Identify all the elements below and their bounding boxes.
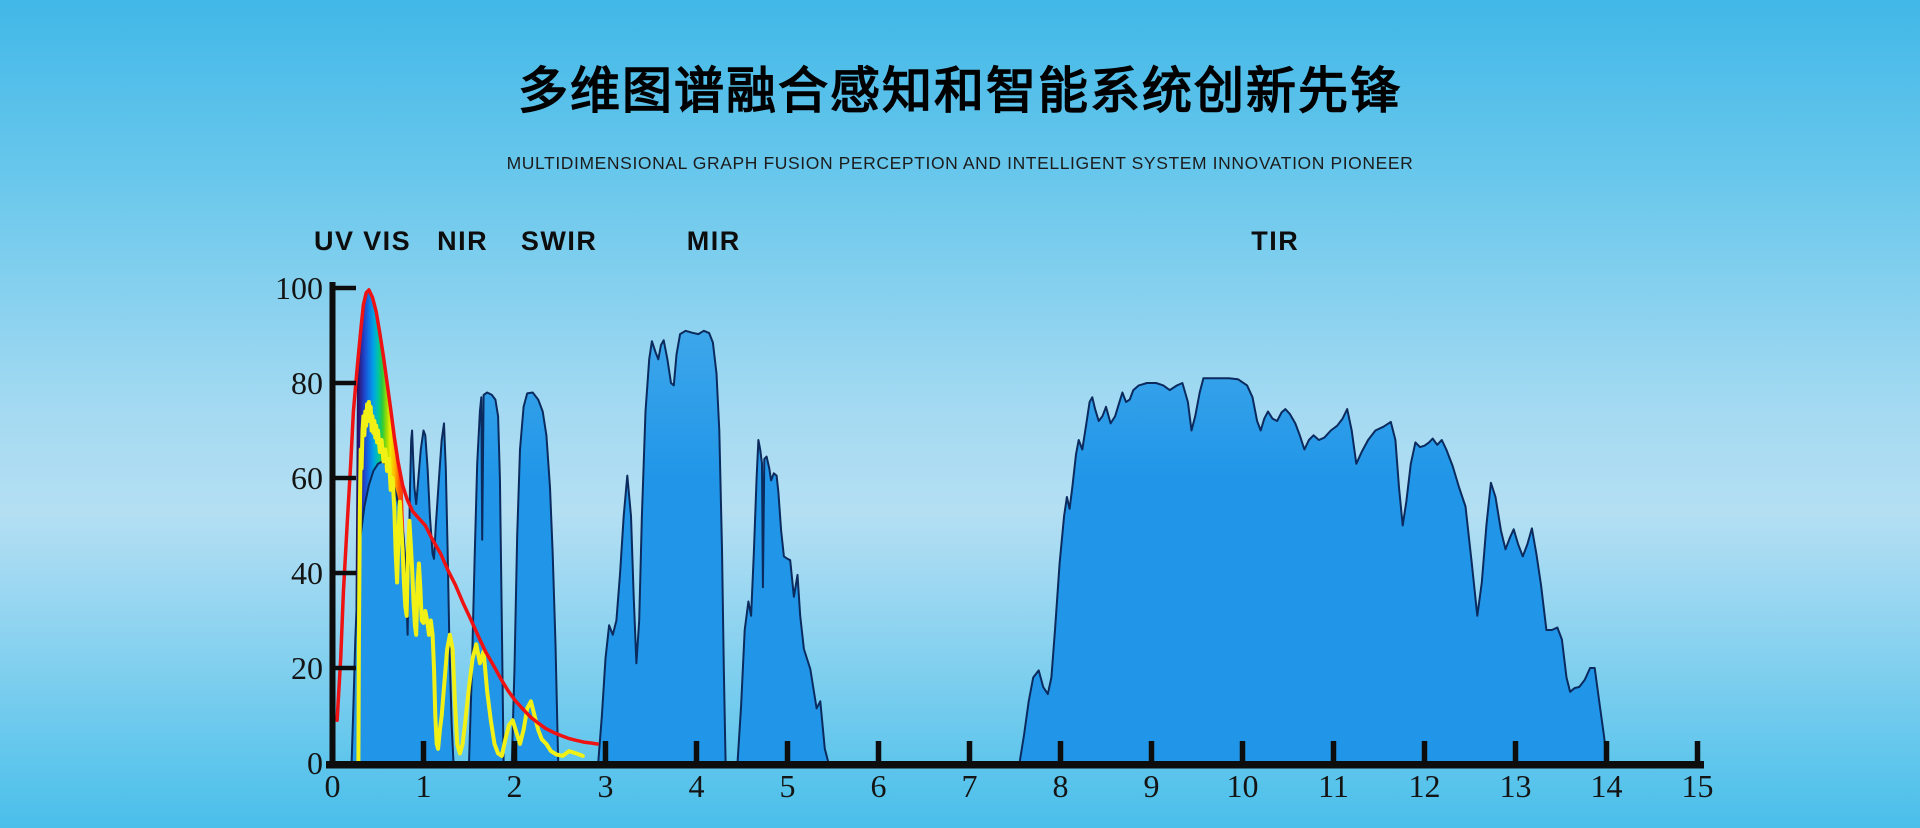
x-tick-label: 12 xyxy=(1409,768,1441,804)
transmission-window xyxy=(468,391,505,764)
spectral-band-labels: UV VIS NIR SWIR MIR TIR xyxy=(0,226,1920,260)
y-axis xyxy=(329,282,336,768)
x-tick-label: 2 xyxy=(507,768,523,804)
page-title: 多维图谱融合感知和智能系统创新先锋 xyxy=(518,63,1402,119)
visible-spectrum-rainbow xyxy=(355,289,406,640)
x-tick-label: 6 xyxy=(871,768,887,804)
x-tick xyxy=(966,741,973,761)
solar-irradiance-curve xyxy=(356,400,585,765)
x-tick xyxy=(1330,741,1337,761)
y-tick xyxy=(335,380,356,386)
x-tick-label: 11 xyxy=(1318,768,1349,804)
x-tick xyxy=(1239,741,1246,761)
x-tick xyxy=(1512,741,1519,761)
x-tick-label: 1 xyxy=(416,768,432,804)
transmission-window xyxy=(510,391,560,764)
y-tick xyxy=(335,570,356,576)
x-tick xyxy=(1421,741,1428,761)
x-tick xyxy=(875,741,882,761)
x-tick xyxy=(1148,741,1155,761)
x-tick xyxy=(1057,741,1064,761)
band-label-nir: NIR xyxy=(437,226,489,256)
x-tick-label: 8 xyxy=(1053,768,1069,804)
x-tick-label: 0 xyxy=(325,768,341,804)
axes xyxy=(326,282,1704,769)
y-tick xyxy=(335,285,356,291)
x-tick xyxy=(693,741,700,761)
band-label-mir: MIR xyxy=(686,226,741,256)
band-label-uv: UV xyxy=(314,226,355,256)
transmission-window xyxy=(1018,377,1609,764)
y-tick-label: 40 xyxy=(291,555,323,591)
x-tick-label: 10 xyxy=(1227,768,1259,804)
x-tick xyxy=(784,741,791,761)
x-axis xyxy=(326,761,1704,769)
band-label-vis: VIS xyxy=(363,226,412,256)
x-tick-label: 5 xyxy=(780,768,796,804)
x-tick-label: 14 xyxy=(1591,768,1623,804)
band-label-swir: SWIR xyxy=(520,226,598,256)
band-label-tir: TIR xyxy=(1251,226,1300,256)
x-tick-label: 3 xyxy=(598,768,614,804)
y-tick xyxy=(335,665,356,671)
transmission-window xyxy=(736,439,830,764)
x-tick-label: 15 xyxy=(1682,768,1714,804)
y-tick-label: 60 xyxy=(291,460,323,496)
x-tick xyxy=(511,741,518,761)
x-tick-label: 4 xyxy=(689,768,705,804)
x-tick xyxy=(420,741,427,761)
y-tick-label: 0 xyxy=(307,745,323,781)
x-tick xyxy=(1603,741,1610,761)
blackbody-envelope-curve xyxy=(335,288,600,746)
page-subtitle: MULTIDIMENSIONAL GRAPH FUSION PERCEPTION… xyxy=(506,153,1414,173)
transmission-window xyxy=(597,329,727,764)
y-tick-label: 100 xyxy=(275,270,323,306)
y-tick-label: 80 xyxy=(291,365,323,401)
x-tick-label: 7 xyxy=(962,768,978,804)
x-tick-label: 13 xyxy=(1500,768,1532,804)
x-tick xyxy=(1694,741,1701,761)
atmospheric-transmission-areas xyxy=(350,329,1609,764)
x-tick-label: 9 xyxy=(1144,768,1160,804)
x-tick xyxy=(602,741,609,761)
y-tick-label: 20 xyxy=(291,650,323,686)
y-tick xyxy=(335,475,356,481)
